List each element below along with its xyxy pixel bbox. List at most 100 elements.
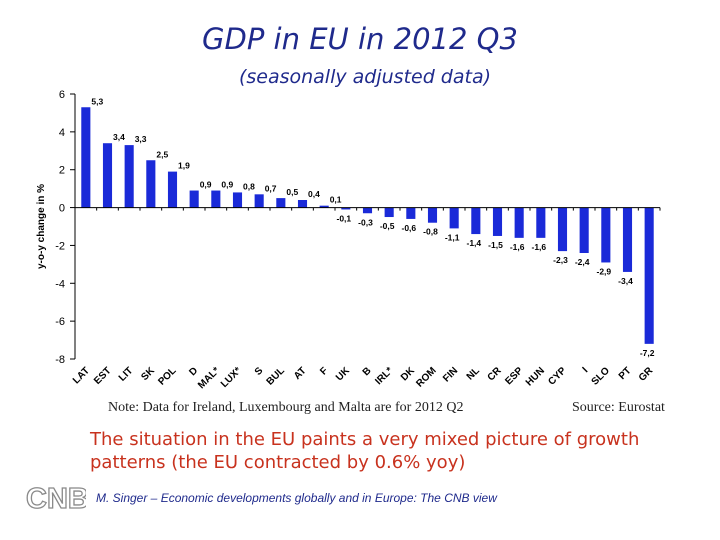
x-tick-label: SK [139,365,157,383]
data-label: -0,3 [358,217,373,227]
data-label: 3,4 [113,132,125,142]
bar-gr [644,207,654,344]
bar-b [362,207,373,214]
bar-irl-star [384,207,394,218]
data-label: 0,9 [200,180,212,190]
bar-bul [276,198,286,208]
data-label: -1,1 [445,232,460,242]
bar-slo [601,207,611,263]
bar-lux-star [232,192,243,208]
x-tick-label: LAT [71,365,92,386]
y-tick-label: 6 [59,89,65,101]
data-label: 3,3 [135,134,147,144]
y-tick-label: 2 [59,165,65,177]
data-label: 1,9 [178,161,190,171]
bar-i [579,207,589,253]
bar-f [319,205,329,208]
bar-cr [492,207,503,236]
x-tick-label: B [361,365,374,378]
y-tick-label: 4 [59,127,65,139]
gdp-bar-chart: 6 4 2 0 -2 -4 -6 -8 y-o-y change in % 5,3 3,4 3,3 2… [36,89,661,391]
bar-pt [622,207,633,272]
data-label: -2,3 [553,255,568,265]
y-tick-label: 0 [59,203,65,215]
x-tick-label: D [187,365,200,378]
y-tick-label: -8 [55,354,65,366]
cnb-logo-text: CNB [26,483,86,514]
bar-nl [471,207,481,235]
bar-uk [341,207,351,210]
x-tick-label: SLO [590,365,612,387]
x-tick-label: CYP [546,365,569,388]
data-label: 5,3 [91,96,103,106]
data-label: 0,5 [286,187,298,197]
x-tick-label: F [318,365,330,377]
chart-title: GDP in EU in 2012 Q3 [202,22,518,56]
data-label: -3,4 [618,276,633,286]
cnb-logo: CNB [26,482,86,514]
data-label: -0,6 [402,223,417,233]
bars: 5,3 3,4 3,3 2,5 1,9 0,9 0,9 0,8 0,7 0,5 0,4 0,1 -0,1… [81,96,655,358]
bar-d [189,190,199,208]
x-tick-label: S [253,365,266,378]
bar-lat [81,107,91,208]
bar-hun [536,207,546,238]
x-tick-label: MAL* [196,365,222,391]
bar-rom [427,207,438,223]
bar-s [254,194,264,208]
data-label: -0,5 [380,221,395,231]
x-tick-label: ESP [503,365,525,387]
bar-esp [514,207,524,238]
data-label: 0,9 [221,180,233,190]
x-tick-label: LUX* [219,365,244,390]
y-axis: 6 4 2 0 -2 -4 -6 -8 y-o-y change in % [36,89,76,366]
data-label: 0,4 [308,189,320,199]
bar-lit [124,145,134,208]
bar-dk [406,207,416,219]
y-axis-label: y-o-y change in % [36,184,47,269]
data-note: Note: Data for Ireland, Luxembourg and M… [108,400,464,415]
data-label: 0,1 [330,195,342,205]
data-label: -0,1 [337,213,352,223]
data-label: -1,6 [532,242,547,252]
x-tick-label: IRL* [373,365,395,387]
y-tick-label: -6 [55,316,65,328]
x-tick-label: I [581,365,591,375]
bar-at [297,200,308,208]
summary-caption: The situation in the EU paints a very mi… [90,429,640,473]
data-label: -1,4 [467,238,482,248]
bar-fin [449,207,459,229]
x-tick-label: EST [92,365,114,387]
data-label: 0,7 [265,183,277,193]
y-tick-label: -4 [55,278,65,290]
source-note: Source: Eurostat [572,400,665,415]
x-tick-label: ROM [414,365,438,389]
data-label: -7,2 [640,348,655,358]
data-label: -2,9 [597,266,612,276]
x-tick-label: LIT [117,365,135,383]
x-tick-label: NL [465,365,482,382]
bar-mal-star [211,190,221,208]
x-tick-label: PT [617,365,634,382]
x-tick-label: CR [486,365,505,384]
x-tick-label: AT [292,365,309,382]
bar-sk [146,160,156,208]
x-tick-label: GR [637,365,656,384]
data-label: 2,5 [156,149,168,159]
x-tick-label: BUL [265,365,287,387]
footer-text: M. Singer – Economic developments global… [96,491,497,505]
data-label: -1,6 [510,242,525,252]
x-tick-label: FIN [441,365,460,384]
y-tick-label: -2 [55,240,65,252]
x-tick-label: UK [334,365,353,384]
data-label: 0,8 [243,181,255,191]
data-label: -1,5 [488,240,503,250]
x-tick-label: HUN [524,365,547,388]
x-tick-label: POL [156,365,178,387]
data-label: -0,8 [423,227,438,237]
bar-cyp [557,207,568,252]
chart-subtitle: (seasonally adjusted data) [238,66,492,88]
bar-pol [167,171,178,208]
bar-est [102,143,113,208]
